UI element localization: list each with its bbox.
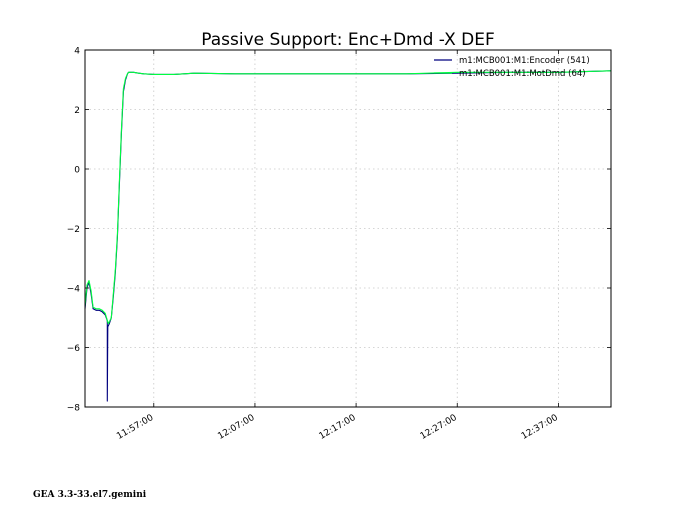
axes-ticks: 4 2 0 −2 −4 −6 −8 11:57:00 12:07:00 12:17:00 12:27… (67, 47, 611, 442)
y-tick-label: −6 (67, 344, 81, 354)
series-line-encoder (84, 70, 612, 402)
legend-label: m1:MCB001:M1:MotDmd (64) (459, 69, 586, 79)
footer-version-label: GEA 3.3-33.el7.gemini (33, 490, 147, 500)
x-tick-label: 12:37:00 (520, 413, 560, 442)
legend-label: m1:MCB001:M1:Encoder (541) (459, 56, 590, 66)
x-tick-label: 12:07:00 (216, 413, 256, 442)
x-tick-label: 11:57:00 (115, 413, 155, 442)
chart-title: Passive Support: Enc+Dmd -X DEF (201, 30, 495, 50)
grid (85, 50, 611, 407)
y-tick-label: −4 (67, 285, 81, 295)
legend: m1:MCB001:M1:Encoder (541) m1:MCB001:M1:M… (434, 56, 590, 79)
y-tick-label: −8 (67, 404, 81, 414)
series-line-motdmd (84, 70, 612, 325)
series-layer (84, 70, 612, 402)
y-tick-label: −2 (67, 225, 80, 235)
x-tick-label: 12:17:00 (318, 413, 358, 442)
x-tick-label: 12:27:00 (419, 413, 459, 442)
y-tick-label: 0 (74, 166, 80, 176)
plot-frame (84, 49, 612, 408)
y-tick-label: 2 (74, 106, 80, 116)
y-tick-label: 4 (74, 47, 80, 57)
